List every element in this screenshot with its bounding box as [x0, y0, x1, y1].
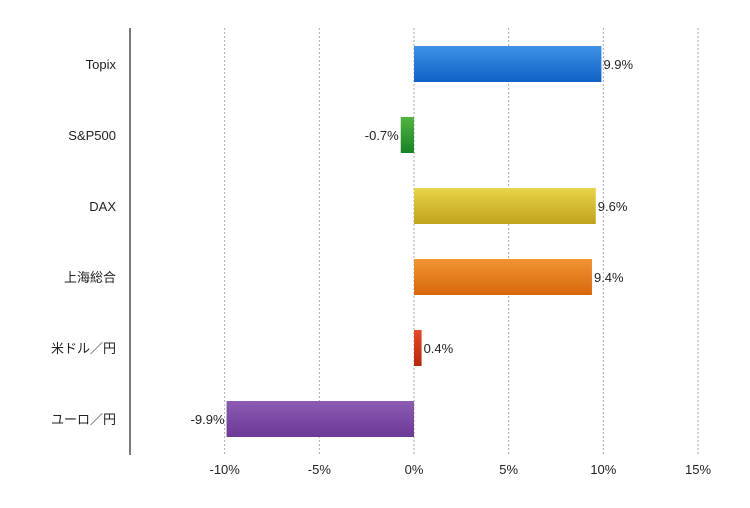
x-tick-label: 15% [685, 462, 711, 477]
data-label: 9.6% [598, 199, 628, 214]
x-tick-label: -5% [308, 462, 332, 477]
x-tick-label: 5% [499, 462, 518, 477]
category-label: DAX [89, 199, 116, 214]
bar [226, 401, 414, 437]
bars: 9.9% -0.7% 9.6% 9.4% 0.4% -9.9% [191, 46, 634, 437]
bar [414, 330, 422, 366]
category-label: 上海総合 [64, 270, 116, 285]
data-label: 9.4% [594, 270, 624, 285]
category-label: ユーロ／円 [51, 412, 116, 427]
data-label: -9.9% [191, 412, 225, 427]
category-label: 米ドル／円 [51, 341, 116, 356]
x-tick-labels: -10% -5% 0% 5% 10% 15% [209, 462, 711, 477]
bar [414, 188, 596, 224]
category-label: S&P500 [68, 128, 116, 143]
x-tick-label: 10% [590, 462, 616, 477]
data-label: 9.9% [603, 57, 633, 72]
data-label: -0.7% [365, 128, 399, 143]
gridlines [224, 28, 699, 455]
x-tick-label: 0% [405, 462, 424, 477]
bar [414, 259, 592, 295]
x-tick-label: -10% [209, 462, 240, 477]
category-label: Topix [86, 57, 117, 72]
data-label: 0.4% [424, 341, 454, 356]
bar [414, 46, 602, 82]
bar [400, 117, 414, 153]
